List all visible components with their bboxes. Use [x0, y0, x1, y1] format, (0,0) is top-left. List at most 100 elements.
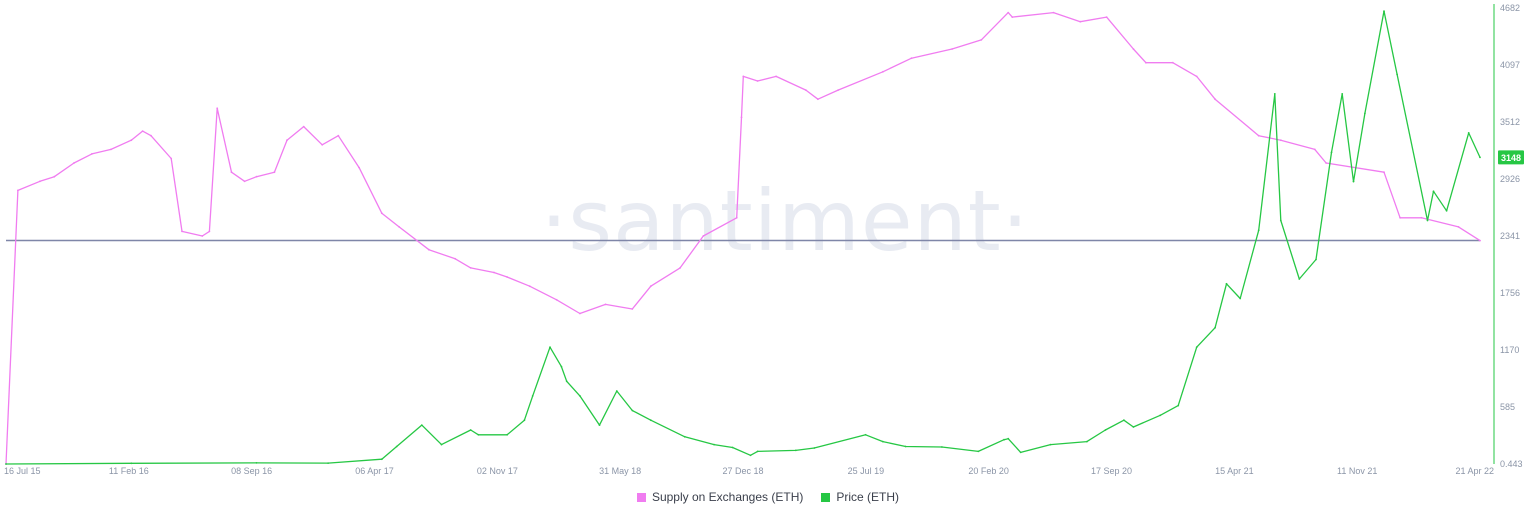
supply-point-29: [493, 271, 495, 274]
price-point-56: [1383, 10, 1385, 13]
supply-point-6: [110, 148, 112, 151]
axis-layer: 4682 4097 3512 2926 2341 1756 1170 585 0.443 16 J…: [4, 3, 1524, 476]
y-tick-label-1: 4097: [1500, 60, 1520, 70]
supply-point-39: [735, 216, 738, 219]
price-point-4: [380, 458, 383, 461]
supply-point-43: [775, 75, 777, 78]
price-point-61: [1467, 132, 1470, 134]
watermark-text: ·santiment·: [541, 172, 1030, 270]
price-point-57: [1396, 73, 1398, 76]
supply-point-49: [951, 48, 953, 50]
price-point-58: [1426, 219, 1429, 222]
supply-point-55: [1105, 16, 1108, 18]
x-tick-label-8: 20 Feb 20: [968, 466, 1009, 476]
price-point-7: [440, 443, 443, 446]
supply-point-27: [454, 257, 457, 260]
supply-point-45: [817, 98, 819, 101]
price-badge: [1498, 150, 1524, 165]
supply-point-61: [1257, 134, 1260, 137]
x-tick-label-5: 31 May 18: [599, 466, 641, 476]
price-point-33: [1003, 438, 1005, 441]
supply-point-30: [506, 276, 508, 278]
supply-point-58: [1171, 61, 1174, 64]
supply-point-16: [243, 180, 246, 183]
supply-point-18: [273, 171, 276, 174]
price-point-2: [255, 462, 258, 464]
price-point-54: [1352, 180, 1355, 183]
supply-point-67: [1420, 216, 1423, 219]
supply-point-21: [321, 143, 324, 146]
price-point-8: [469, 429, 472, 431]
price-point-3: [327, 462, 329, 464]
supply-point-23: [358, 166, 360, 169]
price-point-12: [531, 395, 534, 397]
price-point-9: [477, 433, 480, 436]
price-point-35: [1019, 451, 1022, 454]
supply-point-69: [1479, 239, 1481, 242]
supply-point-41: [742, 75, 745, 78]
supply-point-11: [181, 230, 183, 233]
price-point-42: [1177, 404, 1180, 407]
price-point-28: [864, 433, 867, 436]
price-point-21: [683, 435, 686, 438]
supply-point-37: [679, 267, 681, 269]
price-point-30: [904, 445, 907, 448]
price-point-48: [1273, 93, 1276, 95]
y-tick-label-8: 0.443: [1500, 459, 1523, 469]
supply-point-36: [649, 285, 652, 288]
supply-series-line: [5, 11, 1481, 465]
price-point-49: [1279, 219, 1282, 222]
price-point-1: [130, 462, 133, 465]
price-point-45: [1225, 282, 1228, 285]
price-point-16: [579, 395, 581, 397]
price-point-25: [756, 450, 759, 453]
legend-label-supply: Supply on Exchanges (ETH): [651, 490, 804, 504]
price-point-47: [1257, 229, 1260, 232]
price-point-53: [1341, 93, 1344, 95]
supply-point-35: [631, 308, 634, 310]
y-tick-label-7: 585: [1500, 402, 1515, 412]
supply-point-38: [702, 235, 705, 237]
y-tick-label-2: 3512: [1500, 117, 1520, 127]
price-point-0: [5, 463, 7, 465]
price-point-37: [1086, 440, 1088, 443]
y-tick-label-5: 1756: [1500, 288, 1520, 298]
supply-point-65: [1383, 171, 1385, 174]
price-point-23: [731, 446, 734, 449]
price-point-20: [649, 419, 652, 422]
legend-label-price: Price (ETH): [836, 490, 900, 504]
price-point-15: [565, 380, 568, 383]
price-point-13: [549, 346, 551, 349]
plot-layer: [5, 10, 1481, 465]
price-point-27: [813, 447, 816, 449]
price-point-32: [977, 450, 980, 453]
price-point-22: [713, 443, 715, 446]
supply-point-5: [91, 153, 93, 155]
supply-point-46: [837, 89, 839, 91]
price-point-36: [1049, 443, 1052, 446]
price-point-24: [749, 454, 752, 457]
legend-item-supply[interactable]: Supply on Exchanges (ETH): [636, 490, 804, 504]
x-tick-label-1: 11 Feb 16: [109, 466, 149, 476]
legend-swatch-supply: [636, 492, 646, 502]
price-point-50: [1298, 278, 1301, 280]
legend-item-price[interactable]: Price (ETH): [821, 490, 899, 504]
price-point-43: [1195, 346, 1198, 349]
supply-point-59: [1195, 75, 1198, 78]
x-tick-label-0: 16 Jul 15: [4, 466, 41, 476]
supply-point-66: [1399, 216, 1401, 219]
supply-point-53: [1052, 11, 1055, 14]
supply-point-15: [230, 171, 233, 174]
supply-point-24: [380, 212, 383, 215]
x-tick-label-3: 06 Apr 17: [355, 466, 394, 476]
y-tick-label-6: 1170: [1500, 345, 1519, 355]
supply-point-10: [170, 157, 173, 160]
y-tick-label-0: 4682: [1500, 3, 1520, 13]
x-tick-label-11: 11 Nov 21: [1337, 466, 1377, 476]
supply-point-13: [208, 230, 211, 233]
price-point-10: [506, 433, 508, 436]
x-tick-label-2: 08 Sep 16: [231, 466, 272, 476]
legend-swatch-price: [821, 492, 831, 502]
x-tick-label-10: 15 Apr 21: [1215, 466, 1254, 476]
